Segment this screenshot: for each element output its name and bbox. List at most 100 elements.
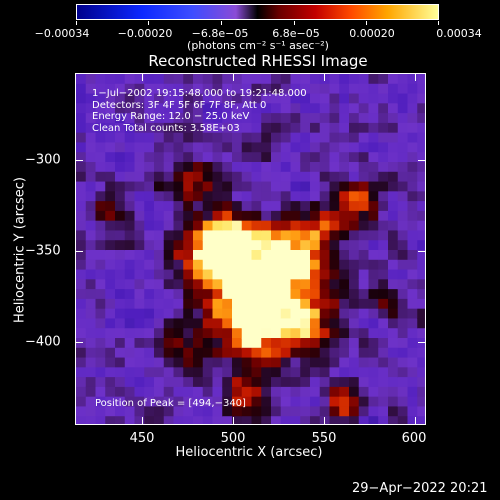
heatmap-cell [407, 406, 418, 417]
heatmap-cell [388, 171, 399, 183]
heatmap-cell [241, 113, 253, 124]
heatmap-cell [251, 83, 262, 95]
heatmap-cell [251, 406, 262, 417]
heatmap-cell [95, 162, 106, 173]
heatmap-cell [193, 103, 204, 114]
heatmap-cell [397, 406, 409, 417]
heatmap-cell [290, 230, 301, 241]
heatmap-cell [280, 240, 292, 251]
heatmap-cell [193, 347, 204, 359]
heatmap-cell [300, 181, 311, 192]
heatmap-cell [319, 298, 331, 310]
heatmap-cell [261, 396, 272, 408]
heatmap-cell [212, 83, 223, 95]
heatmap-cell [388, 152, 399, 163]
heatmap-cell [134, 250, 145, 261]
heatmap-cell [368, 377, 379, 388]
heatmap-cell [300, 338, 311, 349]
heatmap-cell [280, 74, 292, 85]
heatmap-cell [241, 396, 253, 408]
heatmap-cell [319, 122, 331, 134]
heatmap-cell [339, 83, 350, 95]
heatmap-cell [261, 308, 272, 320]
heatmap-cell [183, 191, 194, 202]
heatmap-cell [349, 210, 360, 222]
heatmap-cell [290, 367, 301, 378]
heatmap-cell [193, 201, 204, 212]
heatmap-cell [280, 171, 292, 183]
heatmap-cell [271, 142, 282, 153]
heatmap-cell [339, 259, 350, 271]
heatmap-cell [329, 328, 340, 339]
heatmap-cell [154, 122, 165, 134]
heatmap-cell [163, 298, 175, 310]
heatmap-cell [134, 318, 145, 329]
heatmap-cell [173, 191, 184, 202]
heatmap-cell [407, 122, 418, 134]
heatmap-cell [241, 259, 253, 271]
heatmap-cell [407, 74, 418, 85]
heatmap-cell [85, 328, 97, 339]
heatmap-cell [212, 142, 223, 153]
heatmap-cell [124, 210, 136, 222]
heatmap-cell [232, 152, 243, 163]
heatmap-cell [339, 269, 350, 280]
heatmap-cell [388, 269, 399, 280]
heatmap-cell [154, 220, 165, 232]
heatmap-cell [85, 338, 97, 349]
heatmap-cell [261, 357, 272, 368]
heatmap-cell [417, 83, 425, 95]
heatmap-cell [222, 132, 233, 144]
heatmap-cell [368, 171, 379, 183]
heatmap-cell [417, 338, 425, 349]
heatmap-cell [290, 308, 301, 320]
rhessi-image-plot[interactable]: 1−Jul−2002 19:15:48.000 to 19:21:48.000 … [75, 73, 426, 425]
heatmap-cell [271, 250, 282, 261]
heatmap-cell [358, 308, 370, 320]
heatmap-cell [76, 279, 87, 290]
heatmap-cell [105, 191, 116, 202]
heatmap-cell [154, 181, 165, 192]
heatmap-cell [397, 220, 409, 232]
heatmap-cell [115, 181, 126, 192]
heatmap-cell [154, 113, 165, 124]
heatmap-cell [115, 103, 126, 114]
heatmap-cell [105, 132, 116, 144]
heatmap-cell [202, 210, 214, 222]
heatmap-cell [241, 93, 253, 104]
heatmap-cell [417, 181, 425, 192]
heatmap-cell [388, 347, 399, 359]
heatmap-cell [202, 328, 214, 339]
heatmap-cell [397, 162, 409, 173]
heatmap-cell [388, 210, 399, 222]
heatmap-cell [144, 328, 155, 339]
heatmap-cell [329, 240, 340, 251]
heatmap-cell [417, 152, 425, 163]
heatmap-cell [271, 318, 282, 329]
heatmap-cell [319, 113, 331, 124]
heatmap-cell [280, 113, 292, 124]
heatmap-cell [261, 386, 272, 398]
heatmap-cell [134, 396, 145, 408]
heatmap-cell [329, 298, 340, 310]
heatmap-cell [290, 142, 301, 153]
heatmap-cell [193, 191, 204, 202]
heatmap-cell [407, 191, 418, 202]
heatmap-cell [378, 210, 389, 222]
heatmap-cell [124, 142, 136, 153]
heatmap-cell [280, 201, 292, 212]
heatmap-cell [144, 308, 155, 320]
annotation-detectors: Detectors: 3F 4F 5F 6F 7F 8F, Att 0 [92, 99, 267, 111]
heatmap-cell [115, 298, 126, 310]
heatmap-cell [134, 210, 145, 222]
heatmap-cell [358, 269, 370, 280]
heatmap-cell [310, 250, 321, 261]
colorbar-tick-label: 0.00034 [436, 27, 482, 40]
heatmap-cell [251, 162, 262, 173]
heatmap-cell [115, 279, 126, 290]
heatmap-cell [212, 210, 223, 222]
heatmap-cell [378, 357, 389, 368]
heatmap-cell [378, 308, 389, 320]
heatmap-cell [339, 142, 350, 153]
heatmap-cell [388, 191, 399, 202]
